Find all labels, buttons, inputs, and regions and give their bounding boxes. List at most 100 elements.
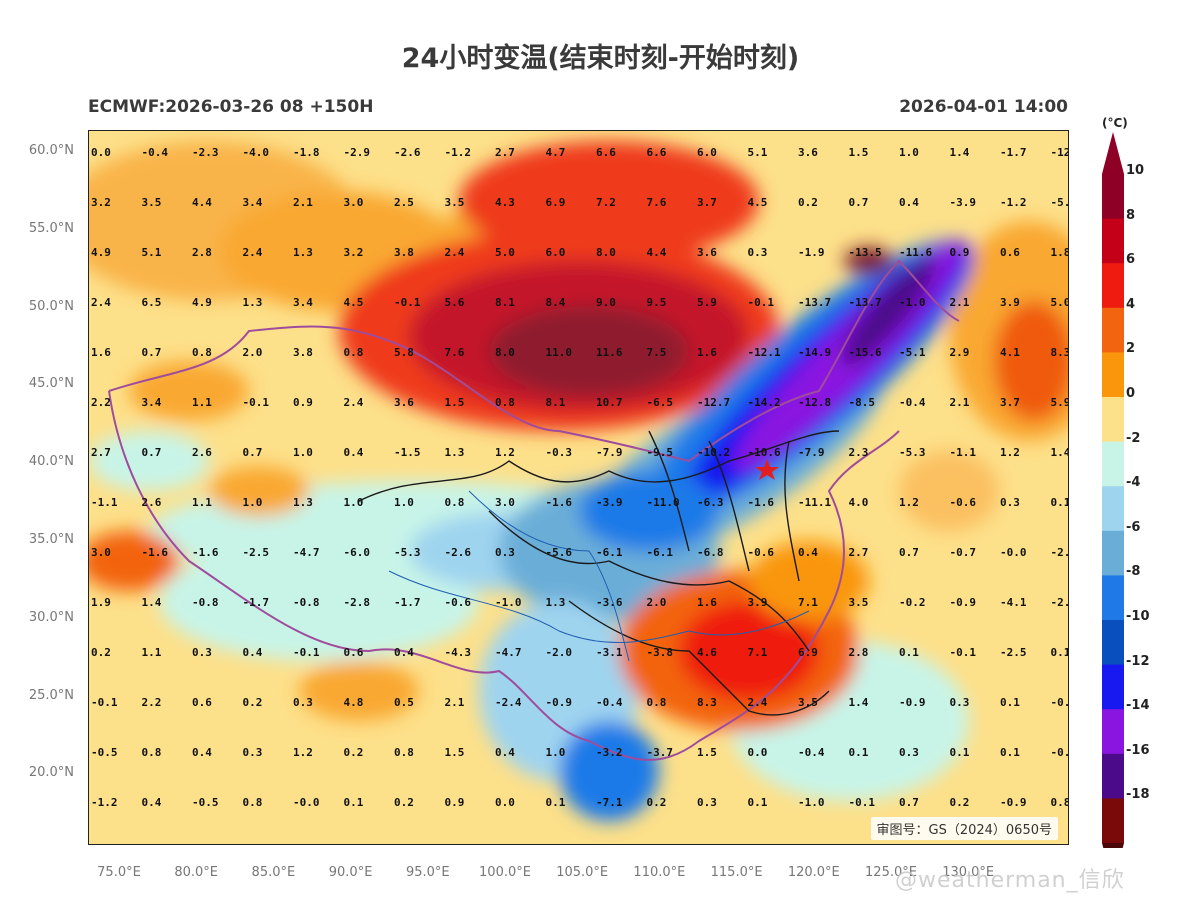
grid-value: 1.6 bbox=[697, 346, 717, 359]
grid-value: 0.2 bbox=[394, 796, 414, 809]
grid-value: 1.1 bbox=[142, 646, 162, 659]
grid-value: 0.8 bbox=[344, 346, 364, 359]
grid-value: 1.0 bbox=[344, 496, 364, 509]
grid-value: 1.3 bbox=[293, 246, 313, 259]
grid-value: 2.8 bbox=[849, 646, 869, 659]
grid-value: 0.3 bbox=[1000, 496, 1020, 509]
grid-value: 2.8 bbox=[192, 246, 212, 259]
grid-value: 3.5 bbox=[798, 696, 818, 709]
province-boundary-4 bbox=[648, 430, 800, 582]
grid-value: -1.0 bbox=[798, 796, 825, 809]
colorbar-label: -2 bbox=[1126, 430, 1141, 446]
colorbar-label: -14 bbox=[1126, 698, 1150, 714]
colorbar-segment bbox=[1102, 753, 1124, 799]
grid-value: -3.6 bbox=[596, 596, 623, 609]
grid-value: -13.7 bbox=[798, 296, 831, 309]
grid-value: 7.2 bbox=[596, 196, 616, 209]
grid-value: 4.4 bbox=[647, 246, 667, 259]
grid-value: 0.4 bbox=[142, 796, 162, 809]
grid-value: -7.1 bbox=[596, 796, 623, 809]
grid-value: -0.5 bbox=[91, 746, 118, 759]
grid-value: 6.6 bbox=[647, 146, 667, 159]
grid-value: -2.9 bbox=[1051, 546, 1070, 559]
grid-value: 0.2 bbox=[647, 796, 667, 809]
grid-value: 2.4 bbox=[243, 246, 263, 259]
grid-value: 4.4 bbox=[192, 196, 212, 209]
grid-value: -4.1 bbox=[1000, 596, 1027, 609]
grid-value: 0.8 bbox=[243, 796, 263, 809]
grid-value: 0.7 bbox=[243, 446, 263, 459]
grid-value: 0.8 bbox=[445, 496, 465, 509]
grid-value: 1.0 bbox=[394, 496, 414, 509]
grid-value: -1.7 bbox=[1000, 146, 1027, 159]
grid-value: -0.8 bbox=[192, 596, 219, 609]
latitude-tick: 50.0°N bbox=[28, 298, 74, 314]
grid-value: 0.4 bbox=[192, 746, 212, 759]
colorbar-segment bbox=[1102, 530, 1124, 576]
grid-value: 0.3 bbox=[293, 696, 313, 709]
grid-value: -1.1 bbox=[950, 446, 977, 459]
grid-value: 9.5 bbox=[647, 296, 667, 309]
grid-value: 1.3 bbox=[445, 446, 465, 459]
grid-value: 0.4 bbox=[899, 196, 919, 209]
grid-value: 3.9 bbox=[1000, 296, 1020, 309]
grid-value: 0.1 bbox=[1051, 496, 1070, 509]
latitude-tick: 25.0°N bbox=[28, 687, 74, 703]
grid-value: -0.9 bbox=[546, 696, 573, 709]
grid-value: 2.6 bbox=[142, 496, 162, 509]
colorbar-segment bbox=[1102, 263, 1124, 309]
grid-value: 0.2 bbox=[950, 796, 970, 809]
grid-value: -0.6 bbox=[748, 546, 775, 559]
grid-value: 6.9 bbox=[798, 646, 818, 659]
grid-value: -0.1 bbox=[748, 296, 775, 309]
grid-value: -15.6 bbox=[849, 346, 882, 359]
grid-value: -2.4 bbox=[495, 696, 522, 709]
grid-value: 5.0 bbox=[495, 246, 515, 259]
grid-value: 8.4 bbox=[546, 296, 566, 309]
grid-value: -6.0 bbox=[344, 546, 371, 559]
colorbar-label: -12 bbox=[1126, 653, 1150, 669]
longitude-tick: 110.0°E bbox=[633, 865, 686, 880]
grid-value: 2.4 bbox=[445, 246, 465, 259]
grid-value: 0.6 bbox=[192, 696, 212, 709]
grid-value: 0.8 bbox=[192, 346, 212, 359]
grid-value: 2.0 bbox=[243, 346, 263, 359]
grid-value: 2.7 bbox=[495, 146, 515, 159]
colorbar-label: 6 bbox=[1126, 252, 1136, 268]
temperature-change-map: 0.0 -0.4 -2.3 -4.0 -1.8 -2.9 -2.6 -1.2 2.7 4.7 6.6… bbox=[88, 130, 1069, 845]
valid-time-label: 2026-04-01 14:00 bbox=[899, 97, 1068, 117]
grid-value: -1.2 bbox=[445, 146, 472, 159]
colorbar-segment bbox=[1102, 709, 1124, 755]
grid-value: 3.7 bbox=[697, 196, 717, 209]
grid-value: 0.9 bbox=[293, 396, 313, 409]
grid-value: 0.1 bbox=[950, 746, 970, 759]
grid-value: 0.3 bbox=[899, 746, 919, 759]
grid-value: 0.1 bbox=[748, 796, 768, 809]
map-approval-number: 审图号：GS（2024）0650号 bbox=[870, 817, 1058, 840]
grid-value: -2.5 bbox=[243, 546, 270, 559]
grid-value: -0.9 bbox=[899, 696, 926, 709]
latitude-tick: 35.0°N bbox=[28, 532, 74, 547]
grid-value: -3.8 bbox=[647, 646, 674, 659]
grid-value: -12.8 bbox=[798, 396, 831, 409]
grid-value: -4.3 bbox=[445, 646, 472, 659]
colorbar-bottom-arrow bbox=[1102, 843, 1124, 848]
grid-value: -14.2 bbox=[748, 396, 781, 409]
colorbar-label: -10 bbox=[1126, 609, 1150, 624]
grid-value: 10.7 bbox=[596, 396, 623, 409]
grid-value: 1.3 bbox=[243, 296, 263, 309]
grid-value: 7.6 bbox=[445, 346, 465, 359]
grid-value: -1.6 bbox=[546, 496, 573, 509]
grid-value: 0.1 bbox=[1000, 746, 1020, 759]
grid-value: 2.0 bbox=[647, 596, 667, 609]
grid-value: 1.5 bbox=[445, 746, 465, 759]
longitude-tick: 120.0°E bbox=[787, 865, 840, 880]
longitude-tick: 85.0°E bbox=[251, 865, 296, 880]
grid-value: -1.6 bbox=[748, 496, 775, 509]
grid-value: -9.5 bbox=[647, 446, 674, 459]
grid-value: 2.9 bbox=[950, 346, 970, 359]
colorbar-segment bbox=[1102, 441, 1124, 487]
grid-value: 5.0 bbox=[1051, 296, 1070, 309]
colorbar-label: 10 bbox=[1126, 163, 1145, 178]
grid-value: 0.1 bbox=[546, 796, 566, 809]
